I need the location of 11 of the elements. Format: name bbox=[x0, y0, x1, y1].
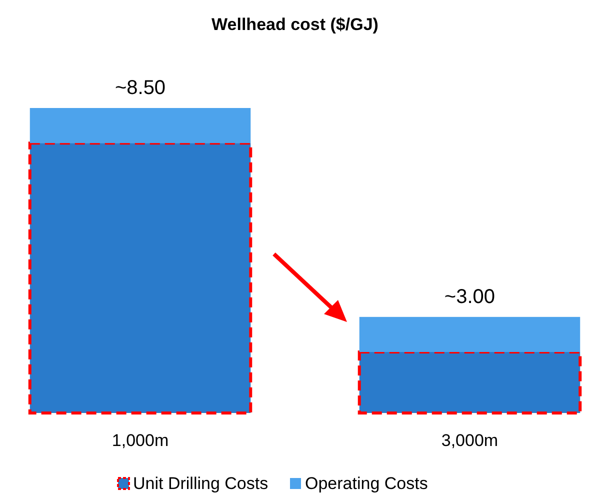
bar bbox=[28, 142, 252, 414]
bar bbox=[358, 350, 582, 414]
annotation: ~3.00 bbox=[444, 286, 496, 308]
bar bbox=[30, 108, 251, 144]
bar bbox=[359, 316, 580, 352]
legend-label: Unit Drilling Costs bbox=[133, 474, 268, 493]
chart-title: Wellhead cost ($/GJ) bbox=[212, 15, 378, 34]
x-tick-label: 3,000m bbox=[441, 431, 498, 450]
x-tick-label: 1,000m bbox=[112, 431, 169, 450]
legend-label: Operating Costs bbox=[305, 474, 428, 493]
annotation: ~8.50 bbox=[114, 77, 166, 99]
